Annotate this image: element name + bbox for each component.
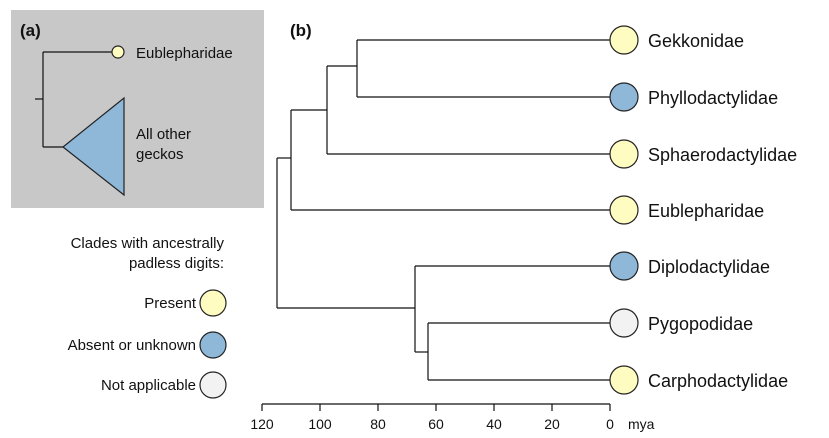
legend-label-na: Not applicable: [101, 377, 196, 394]
legend-swatch-absent: [199, 331, 227, 359]
axis-tick-label-100: 100: [308, 416, 332, 432]
tip-label-pygopodidae: Pygopodidae: [648, 314, 753, 334]
tip-label-diplodactylidae: Diplodactylidae: [648, 257, 770, 277]
axis-unit: mya: [628, 416, 655, 432]
legend-label-present: Present: [144, 295, 197, 312]
panel-a-clade-label-2: geckos: [136, 146, 184, 163]
panel-b-letter: (b): [290, 21, 312, 40]
tip-marker-sphaerodactylidae: [609, 139, 639, 169]
axis-tick-label-0: 0: [606, 416, 614, 432]
panel-a-leaf-label: Eublepharidae: [136, 45, 233, 62]
panel-b: (b): [250, 21, 797, 432]
tip-markers: [609, 25, 639, 395]
tip-marker-phyllodactylidae: [609, 82, 639, 112]
tip-label-phyllodactylidae: Phyllodactylidae: [648, 88, 778, 108]
tip-marker-diplodactylidae: [609, 251, 639, 281]
legend-swatch-na: [199, 371, 227, 399]
axis-tick-label-40: 40: [486, 416, 502, 432]
tip-label-sphaerodactylidae: Sphaerodactylidae: [648, 145, 797, 165]
tree-branches: [276, 39, 624, 381]
tip-label-gekkonidae: Gekkonidae: [648, 31, 744, 51]
tip-marker-eublepharidae: [609, 195, 639, 225]
axis-tick-label-120: 120: [250, 416, 274, 432]
panel-a: (a) Eublepharidae All other geckos: [11, 10, 264, 208]
legend-swatch-present: [199, 289, 227, 317]
panel-a-clade-triangle: [62, 96, 125, 197]
tip-marker-gekkonidae: [609, 25, 639, 55]
legend: Clades with ancestrally padless digits: …: [68, 235, 227, 399]
tip-label-eublepharidae: Eublepharidae: [648, 201, 764, 221]
panel-a-clade-label-1: All other: [136, 126, 191, 143]
panel-a-letter: (a): [20, 21, 41, 40]
time-axis: 120 100 80 60 40 20 0 mya: [250, 403, 655, 432]
legend-label-absent: Absent or unknown: [68, 337, 196, 354]
tip-marker-pygopodidae: [609, 308, 639, 338]
axis-tick-label-80: 80: [370, 416, 386, 432]
legend-title-2: padless digits:: [129, 255, 224, 272]
panel-a-eublepharidae-node: [111, 45, 125, 59]
legend-title-1: Clades with ancestrally: [71, 235, 225, 252]
panel-a-background: [11, 10, 264, 208]
tip-labels: Gekkonidae Phyllodactylidae Sphaerodacty…: [648, 31, 797, 391]
axis-tick-label-60: 60: [428, 416, 444, 432]
axis-tick-label-20: 20: [544, 416, 560, 432]
tip-marker-carphodactylidae: [609, 365, 639, 395]
tip-label-carphodactylidae: Carphodactylidae: [648, 371, 788, 391]
